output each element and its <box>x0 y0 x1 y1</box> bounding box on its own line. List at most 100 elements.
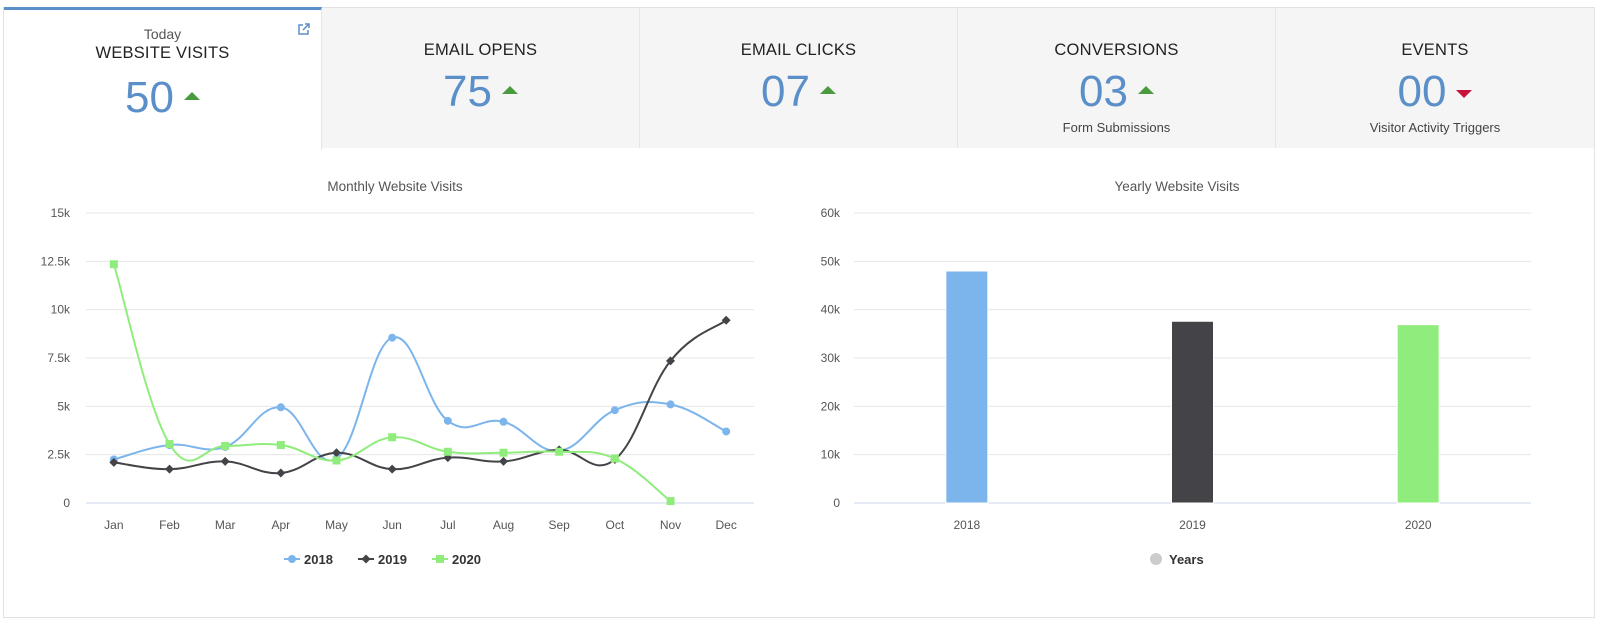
dashboard-panel: Today WEBSITE VISITS 50 EMAIL OPENS 75 E… <box>3 7 1595 618</box>
y-tick-label: 2.5k <box>47 448 71 462</box>
kpi-tile-email-opens[interactable]: EMAIL OPENS 75 <box>322 8 640 148</box>
kpi-subtitle: Visitor Activity Triggers <box>1369 120 1501 135</box>
data-point <box>499 417 508 426</box>
data-point <box>276 403 285 412</box>
y-tick-label: 10k <box>51 303 71 317</box>
kpi-tile-website-visits[interactable]: Today WEBSITE VISITS 50 <box>4 7 322 150</box>
chart-title: Monthly Website Visits <box>327 179 463 194</box>
kpi-value: 50 <box>125 73 174 122</box>
data-point <box>165 440 174 449</box>
data-point <box>332 456 341 465</box>
kpi-label: EMAIL OPENS <box>423 41 538 59</box>
series-line-2020 <box>112 263 672 502</box>
y-tick-label: 20k <box>821 399 841 413</box>
y-tick-label: 0 <box>63 496 70 510</box>
x-tick-label: Mar <box>215 518 236 532</box>
kpi-label: CONVERSIONS <box>1054 41 1179 59</box>
data-point <box>721 315 731 325</box>
data-point <box>276 468 286 478</box>
x-tick-label: Nov <box>660 518 681 532</box>
x-tick-label: Oct <box>605 518 624 532</box>
x-tick-label: 2020 <box>1405 518 1432 532</box>
y-tick-label: 0 <box>833 496 840 510</box>
legend-label: 2020 <box>452 552 481 567</box>
data-point <box>666 356 675 366</box>
legend-symbol <box>436 555 444 563</box>
trend-up-icon <box>183 92 200 100</box>
legend-label: Years <box>1169 552 1204 567</box>
data-point <box>109 457 119 467</box>
data-point <box>388 433 397 442</box>
legend-item-years[interactable]: Years <box>1150 552 1204 567</box>
trend-up-icon <box>1137 86 1154 94</box>
y-tick-label: 40k <box>821 303 841 317</box>
data-point <box>666 497 675 506</box>
x-tick-label: Aug <box>493 518 514 532</box>
kpi-subtitle: Form Submissions <box>1062 120 1171 135</box>
kpi-period: Today <box>143 26 182 42</box>
data-point <box>276 441 285 449</box>
data-point <box>109 260 118 269</box>
x-tick-label: Jul <box>440 518 455 532</box>
data-point <box>443 447 452 456</box>
kpi-label: WEBSITE VISITS <box>95 44 230 62</box>
kpi-value: 00 <box>1397 67 1447 116</box>
data-point <box>722 427 731 436</box>
kpi-tiles: Today WEBSITE VISITS 50 EMAIL OPENS 75 E… <box>4 7 1596 150</box>
external-link-icon[interactable] <box>297 22 311 36</box>
kpi-value: 07 <box>761 67 810 116</box>
y-tick-label: 10k <box>821 448 841 462</box>
x-tick-label: Jan <box>104 518 123 532</box>
kpi-tile-email-clicks[interactable]: EMAIL CLICKS 07 <box>640 8 958 148</box>
legend-label: 2018 <box>304 552 333 567</box>
data-point <box>221 441 230 450</box>
kpi-value: 03 <box>1079 67 1128 116</box>
data-point <box>555 447 564 456</box>
trend-up-icon <box>819 86 836 94</box>
trend-up-icon <box>501 86 518 94</box>
y-tick-label: 12.5k <box>41 254 71 268</box>
legend-label: 2019 <box>378 552 407 567</box>
data-point <box>666 400 675 409</box>
data-point <box>499 448 508 457</box>
data-point <box>388 333 397 342</box>
kpi-label: EMAIL CLICKS <box>740 41 857 59</box>
x-tick-label: 2019 <box>1179 518 1206 532</box>
data-point <box>165 464 174 474</box>
data-point <box>499 456 508 466</box>
yearly-visits-chart: Yearly Website Visits 0 10k 20k 30k 40k 50k 60k… <box>821 179 1531 567</box>
x-tick-label: Sep <box>548 518 570 532</box>
bar-2020 <box>1396 324 1440 504</box>
data-point <box>387 464 397 474</box>
x-tick-label: Apr <box>271 518 290 532</box>
kpi-tile-events[interactable]: EVENTS 00 Visitor Activity Triggers <box>1276 8 1594 148</box>
kpi-value: 75 <box>443 67 492 116</box>
data-point <box>610 454 619 463</box>
monthly-visits-chart: Monthly Website Visits 0 2.5k 5k 7.5k 10k 12.5… <box>41 179 754 567</box>
series-line-2019 <box>113 319 727 475</box>
data-point <box>443 416 452 425</box>
legend-item-2019[interactable]: 2019 <box>358 552 407 567</box>
bar-2018 <box>945 270 989 504</box>
y-tick-label: 7.5k <box>47 351 71 365</box>
legend-symbol <box>361 554 371 564</box>
kpi-tile-conversions[interactable]: CONVERSIONS 03 Form Submissions <box>958 8 1276 148</box>
kpi-label: EVENTS <box>1401 41 1469 59</box>
x-tick-label: 2018 <box>953 518 980 532</box>
data-point <box>220 456 230 466</box>
y-tick-label: 15k <box>51 206 71 220</box>
chart-title: Yearly Website Visits <box>1114 179 1239 194</box>
y-tick-label: 30k <box>821 351 841 365</box>
x-tick-label: Feb <box>159 518 180 532</box>
y-tick-label: 60k <box>821 206 841 220</box>
bar-2019 <box>1171 320 1214 504</box>
y-tick-label: 50k <box>821 254 841 268</box>
legend-symbol <box>288 555 296 563</box>
data-point <box>332 448 341 458</box>
legend-item-2018[interactable]: 2018 <box>284 552 333 567</box>
legend-symbol <box>1150 553 1162 565</box>
y-tick-label: 5k <box>57 399 71 413</box>
legend-item-2020[interactable]: 2020 <box>432 552 481 567</box>
x-tick-label: Dec <box>715 518 736 532</box>
trend-down-icon <box>1456 90 1473 98</box>
